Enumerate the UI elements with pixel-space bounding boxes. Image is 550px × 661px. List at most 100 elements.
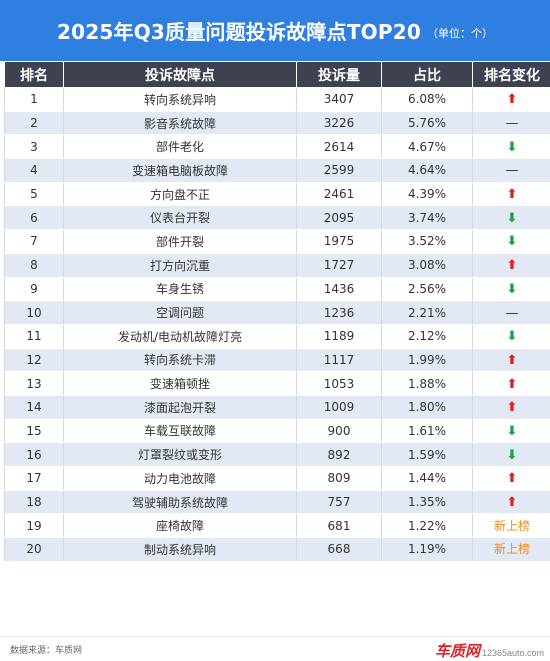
page-title: 2025年Q3质量问题投诉故障点TOP20	[57, 16, 421, 45]
rank-change-cell: —	[473, 111, 550, 135]
share-cell: 1.80%	[382, 395, 473, 419]
no-change-dash-icon: —	[506, 164, 519, 177]
arrow-up-icon: ⬆	[507, 472, 518, 485]
share-cell: 1.59%	[382, 443, 473, 467]
rank-cell: 18	[5, 490, 64, 514]
share-cell: 4.64%	[382, 159, 473, 183]
arrow-down-icon: ⬇	[507, 141, 518, 154]
data-source: 数据来源：车质网	[10, 643, 82, 656]
count-cell: 3407	[297, 88, 382, 112]
share-cell: 6.08%	[382, 88, 473, 112]
rank-change-cell: ⬆	[473, 372, 550, 396]
fault-name-cell: 转向系统卡滞	[64, 348, 297, 372]
rank-change-cell: ⬇	[473, 135, 550, 159]
new-entry-label: 新上榜	[494, 520, 530, 532]
fault-name-cell: 车身生锈	[64, 277, 297, 301]
rank-change-cell: ⬆	[473, 348, 550, 372]
fault-name-cell: 部件老化	[64, 135, 297, 159]
fault-name-cell: 影音系统故障	[64, 111, 297, 135]
count-cell: 3226	[297, 111, 382, 135]
share-cell: 3.74%	[382, 206, 473, 230]
rank-change-cell: 新上榜	[473, 514, 550, 538]
count-cell: 1975	[297, 230, 382, 254]
rank-change-cell: ⬇	[473, 324, 550, 348]
rank-change-cell: ⬇	[473, 419, 550, 443]
rank-cell: 5	[5, 182, 64, 206]
count-cell: 757	[297, 490, 382, 514]
arrow-down-icon: ⬇	[507, 330, 518, 343]
count-cell: 2614	[297, 135, 382, 159]
rank-cell: 10	[5, 301, 64, 325]
fault-name-cell: 动力电池故障	[64, 467, 297, 491]
count-cell: 2095	[297, 206, 382, 230]
count-cell: 1436	[297, 277, 382, 301]
count-cell: 900	[297, 419, 382, 443]
share-cell: 3.08%	[382, 253, 473, 277]
site-logo: 车质网 12365auto.com	[435, 640, 544, 661]
column-header-count: 投诉量	[297, 62, 382, 88]
rank-cell: 1	[5, 88, 64, 112]
rank-cell: 7	[5, 230, 64, 254]
rank-cell: 17	[5, 467, 64, 491]
rank-change-cell: ⬇	[473, 230, 550, 254]
share-cell: 1.44%	[382, 467, 473, 491]
fault-name-cell: 打方向沉重	[64, 253, 297, 277]
rank-cell: 15	[5, 419, 64, 443]
share-cell: 1.22%	[382, 514, 473, 538]
rank-cell: 14	[5, 395, 64, 419]
count-cell: 668	[297, 538, 382, 562]
no-change-dash-icon: —	[506, 117, 519, 130]
rank-cell: 3	[5, 135, 64, 159]
table-header-row: 排名 投诉故障点 投诉量 占比 排名变化	[5, 62, 550, 88]
fault-name-cell: 驾驶辅助系统故障	[64, 490, 297, 514]
count-cell: 681	[297, 514, 382, 538]
rank-change-cell: ⬇	[473, 443, 550, 467]
rank-cell: 9	[5, 277, 64, 301]
logo-brand: 车质网	[435, 640, 480, 661]
rank-change-cell: 新上榜	[473, 538, 550, 562]
share-cell: 2.12%	[382, 324, 473, 348]
count-cell: 2599	[297, 159, 382, 183]
fault-name-cell: 车载互联故障	[64, 419, 297, 443]
share-cell: 1.99%	[382, 348, 473, 372]
rank-change-cell: ⬆	[473, 490, 550, 514]
arrow-up-icon: ⬆	[507, 354, 518, 367]
arrow-up-icon: ⬆	[507, 188, 518, 201]
footer: 数据来源：车质网 车质网 12365auto.com	[0, 636, 550, 660]
arrow-down-icon: ⬇	[507, 212, 518, 225]
rank-cell: 11	[5, 324, 64, 348]
column-header-share: 占比	[382, 62, 473, 88]
share-cell: 4.67%	[382, 135, 473, 159]
fault-name-cell: 部件开裂	[64, 230, 297, 254]
rank-cell: 6	[5, 206, 64, 230]
share-cell: 1.19%	[382, 538, 473, 562]
share-cell: 2.56%	[382, 277, 473, 301]
count-cell: 1236	[297, 301, 382, 325]
share-cell: 3.52%	[382, 230, 473, 254]
arrow-up-icon: ⬆	[507, 401, 518, 414]
column-header-fault: 投诉故障点	[64, 62, 297, 88]
rank-change-cell: ⬆	[473, 88, 550, 112]
rank-cell: 13	[5, 372, 64, 396]
fault-name-cell: 空调问题	[64, 301, 297, 325]
rank-change-cell: —	[473, 301, 550, 325]
rank-cell: 12	[5, 348, 64, 372]
share-cell: 4.39%	[382, 182, 473, 206]
arrow-down-icon: ⬇	[507, 425, 518, 438]
rank-cell: 4	[5, 159, 64, 183]
rank-cell: 2	[5, 111, 64, 135]
rank-cell: 16	[5, 443, 64, 467]
arrow-up-icon: ⬆	[507, 378, 518, 391]
fault-name-cell: 灯罩裂纹或变形	[64, 443, 297, 467]
rank-change-cell: ⬆	[473, 253, 550, 277]
